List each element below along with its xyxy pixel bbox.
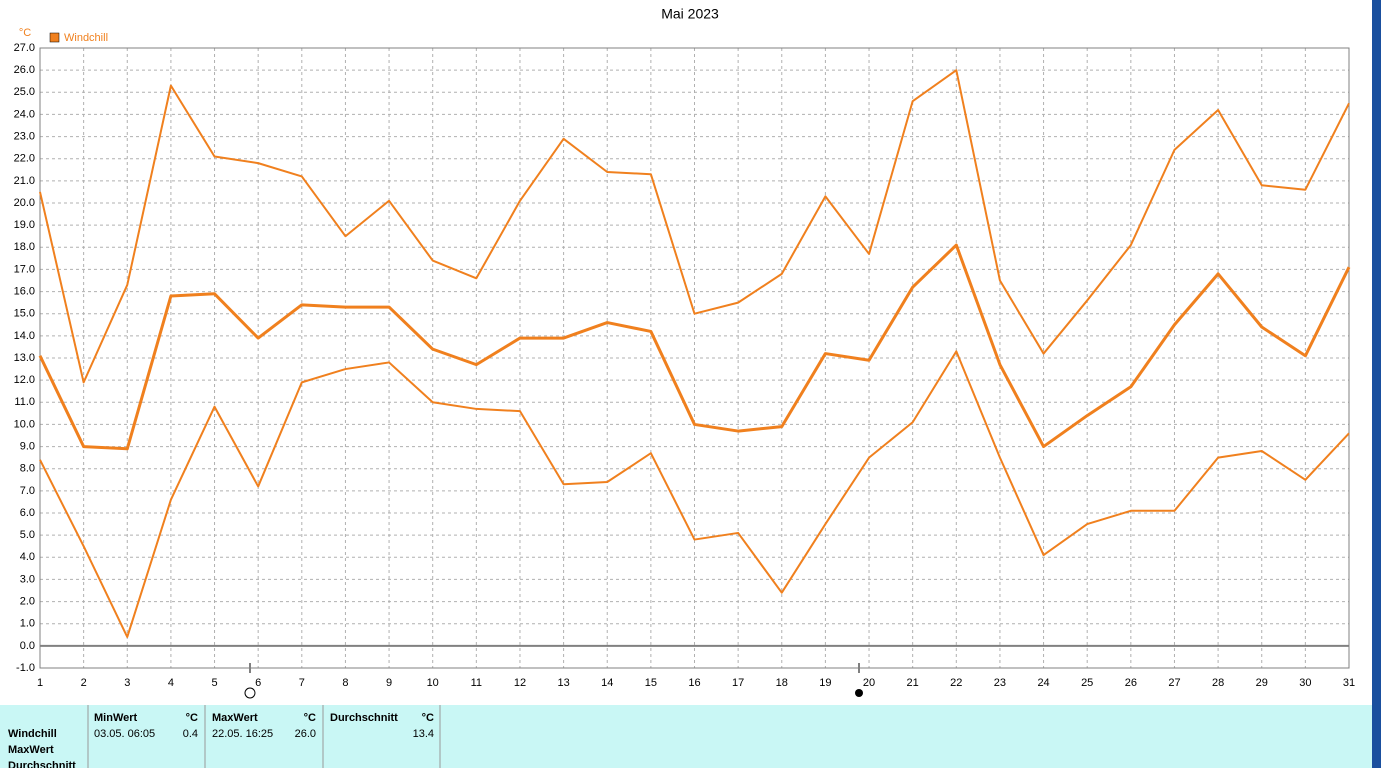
x-tick-label: 22 <box>950 677 962 689</box>
y-tick-label: 13.0 <box>14 352 35 364</box>
new-moon-icon <box>855 689 863 697</box>
x-tick-label: 19 <box>819 677 831 689</box>
y-tick-label: 16.0 <box>14 285 35 297</box>
y-tick-label: 10.0 <box>14 418 35 430</box>
y-tick-label: 6.0 <box>20 507 35 519</box>
column-unit: °C <box>186 712 198 724</box>
x-tick-label: 26 <box>1125 677 1137 689</box>
x-tick-label: 4 <box>168 677 174 689</box>
y-tick-label: 27.0 <box>14 42 35 54</box>
x-tick-label: 10 <box>427 677 439 689</box>
y-tick-label: 7.0 <box>20 485 35 497</box>
table-cell: 13.4 <box>413 728 434 740</box>
table-cell: 0.4 <box>183 728 198 740</box>
column-header: MaxWert <box>212 712 258 724</box>
row-label: Windchill <box>8 728 57 740</box>
x-tick-label: 7 <box>299 677 305 689</box>
y-tick-label: 9.0 <box>20 440 35 452</box>
y-tick-label: 17.0 <box>14 263 35 275</box>
stats-panel <box>0 705 1372 768</box>
y-tick-label: 5.0 <box>20 529 35 541</box>
x-tick-label: 2 <box>81 677 87 689</box>
y-tick-label: 24.0 <box>14 108 35 120</box>
x-tick-label: 5 <box>211 677 217 689</box>
y-tick-label: 26.0 <box>14 64 35 76</box>
table-cell: 26.0 <box>295 728 316 740</box>
y-tick-label: 25.0 <box>14 86 35 98</box>
y-tick-label: 4.0 <box>20 551 35 563</box>
x-tick-label: 24 <box>1037 677 1049 689</box>
y-tick-label: 2.0 <box>20 595 35 607</box>
x-tick-label: 1 <box>37 677 43 689</box>
x-tick-label: 18 <box>776 677 788 689</box>
row-label: Durchschnitt <box>8 760 76 768</box>
x-tick-label: 8 <box>342 677 348 689</box>
y-tick-label: 23.0 <box>14 130 35 142</box>
x-tick-label: 6 <box>255 677 261 689</box>
x-tick-label: 16 <box>688 677 700 689</box>
y-tick-label: 3.0 <box>20 573 35 585</box>
x-tick-label: 13 <box>557 677 569 689</box>
y-tick-label: -1.0 <box>16 662 35 674</box>
full-moon-icon <box>244 687 256 699</box>
y-tick-label: 19.0 <box>14 219 35 231</box>
chart-title: Mai 2023 <box>661 6 719 22</box>
y-tick-label: 1.0 <box>20 618 35 630</box>
x-tick-label: 15 <box>645 677 657 689</box>
data-line <box>38 243 1351 451</box>
column-header: MinWert <box>94 712 138 724</box>
data-line <box>39 350 1350 638</box>
column-unit: °C <box>304 712 316 724</box>
x-tick-label: 14 <box>601 677 613 689</box>
data-line <box>39 69 1350 384</box>
x-tick-label: 21 <box>907 677 919 689</box>
y-tick-label: 12.0 <box>14 374 35 386</box>
window-edge <box>1372 0 1381 768</box>
x-tick-label: 23 <box>994 677 1006 689</box>
x-tick-label: 9 <box>386 677 392 689</box>
y-tick-label: 15.0 <box>14 308 35 320</box>
table-cell: 03.05. 06:05 <box>94 728 155 740</box>
x-tick-label: 28 <box>1212 677 1224 689</box>
x-tick-label: 12 <box>514 677 526 689</box>
legend-swatch <box>49 32 60 43</box>
y-tick-label: 22.0 <box>14 153 35 165</box>
y-tick-label: 21.0 <box>14 175 35 187</box>
x-tick-label: 25 <box>1081 677 1093 689</box>
y-tick-label: 18.0 <box>14 241 35 253</box>
x-tick-label: 29 <box>1256 677 1268 689</box>
x-tick-label: 11 <box>471 677 482 689</box>
column-header: Durchschnitt <box>330 712 398 724</box>
x-tick-label: 3 <box>124 677 130 689</box>
y-tick-label: 0.0 <box>20 640 35 652</box>
x-tick-label: 31 <box>1343 677 1355 689</box>
y-tick-label: 8.0 <box>20 463 35 475</box>
y-tick-label: 20.0 <box>14 197 35 209</box>
row-label: MaxWert <box>8 744 54 756</box>
x-tick-label: 27 <box>1168 677 1180 689</box>
x-tick-label: 17 <box>732 677 744 689</box>
y-tick-label: 11.0 <box>14 396 35 408</box>
legend-label: Windchill <box>64 32 108 44</box>
y-tick-label: 14.0 <box>14 330 35 342</box>
table-cell: 22.05. 16:25 <box>212 728 273 740</box>
x-tick-label: 20 <box>863 677 875 689</box>
y-unit: °C <box>19 27 31 39</box>
stats-table: Windchill MaxWert Durchschnitt MinWert °C Max… <box>8 705 441 768</box>
column-unit: °C <box>422 712 434 724</box>
x-tick-label: 30 <box>1299 677 1311 689</box>
